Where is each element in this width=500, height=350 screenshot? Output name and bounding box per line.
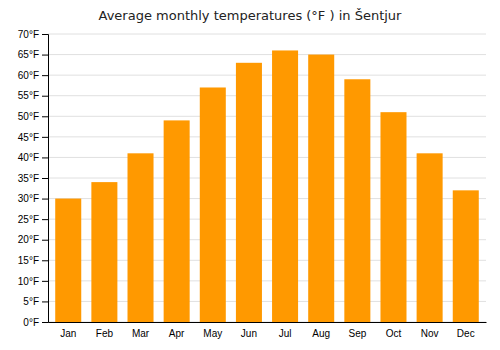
tick: 25°F bbox=[18, 214, 48, 225]
axis-line bbox=[42, 35, 49, 323]
tick: 10°F bbox=[18, 276, 48, 287]
tick-label: 25°F bbox=[18, 214, 39, 225]
tick-mark bbox=[42, 96, 48, 97]
bar bbox=[380, 112, 406, 322]
tick-mark bbox=[42, 219, 48, 220]
tick-label: 45°F bbox=[18, 132, 39, 143]
tick-mark bbox=[42, 137, 48, 138]
grid-line bbox=[48, 95, 486, 96]
bar bbox=[55, 199, 81, 322]
bar bbox=[272, 50, 298, 322]
tick: 65°F bbox=[18, 49, 48, 60]
bar bbox=[453, 190, 479, 322]
tick: 35°F bbox=[18, 173, 48, 184]
tick-label: 0°F bbox=[23, 317, 39, 328]
tick: 30°F bbox=[18, 193, 48, 204]
tick-mark bbox=[42, 34, 48, 35]
tick-label: Apr bbox=[169, 328, 185, 339]
tick: Jan bbox=[60, 328, 76, 339]
tick: 70°F bbox=[18, 29, 48, 40]
tick: 20°F bbox=[18, 234, 48, 245]
tick-label: 35°F bbox=[18, 173, 39, 184]
tick: May bbox=[203, 328, 222, 339]
tick: 5°F bbox=[23, 296, 48, 307]
tick-label: 60°F bbox=[18, 70, 39, 81]
tick-label: 40°F bbox=[18, 152, 39, 163]
tick: Nov bbox=[421, 328, 439, 339]
tick-mark bbox=[42, 75, 48, 76]
tick-label: Jan bbox=[60, 328, 76, 339]
tick-label: 30°F bbox=[18, 193, 39, 204]
tick: 15°F bbox=[18, 255, 48, 266]
x-axis: Jan Feb Mar Apr May Jun Jul Aug Sep Oct Nov Dec bbox=[49, 323, 487, 340]
tick: Jun bbox=[241, 328, 257, 339]
tick-mark bbox=[42, 281, 48, 282]
tick-label: 5°F bbox=[23, 296, 39, 307]
tick-mark bbox=[42, 199, 48, 200]
tick: Mar bbox=[132, 328, 150, 339]
tick: Dec bbox=[457, 328, 475, 339]
tick-mark bbox=[42, 116, 48, 117]
tick-label: 55°F bbox=[18, 90, 39, 101]
tick-label: Oct bbox=[386, 328, 402, 339]
tick: Aug bbox=[312, 328, 330, 339]
tick-mark bbox=[42, 55, 48, 56]
tick-mark bbox=[42, 157, 48, 158]
grid-line bbox=[48, 136, 486, 137]
grid bbox=[48, 34, 486, 322]
bar bbox=[308, 55, 334, 322]
tick: 45°F bbox=[18, 132, 48, 143]
tick-label: 70°F bbox=[18, 29, 39, 40]
bar bbox=[236, 63, 262, 322]
tick: Oct bbox=[386, 328, 402, 339]
tick: Sep bbox=[348, 328, 366, 339]
tick-label: 10°F bbox=[18, 276, 39, 287]
tick-mark bbox=[42, 322, 48, 323]
tick: 40°F bbox=[18, 152, 48, 163]
bars bbox=[55, 50, 479, 322]
title: Average monthly temperatures (°F ) in Še… bbox=[99, 8, 403, 23]
bar bbox=[417, 153, 443, 322]
grid-line bbox=[48, 34, 486, 35]
tick-label: May bbox=[203, 328, 222, 339]
bar bbox=[200, 87, 226, 322]
tick-label: 65°F bbox=[18, 49, 39, 60]
tick: Apr bbox=[169, 328, 185, 339]
tick-label: Mar bbox=[132, 328, 150, 339]
plot-area: 0°F 5°F 10°F 15°F 20°F 25°F 30°F 35°F 40°F 45°F 50… bbox=[18, 29, 487, 339]
grid-line bbox=[48, 116, 486, 117]
tick-label: Aug bbox=[312, 328, 330, 339]
tick: 60°F bbox=[18, 70, 48, 81]
bar bbox=[91, 182, 117, 322]
tick-label: Nov bbox=[421, 328, 439, 339]
tick-label: Jun bbox=[241, 328, 257, 339]
chart: 0°F 5°F 10°F 15°F 20°F 25°F 30°F 35°F 40°F 45°F 50… bbox=[0, 0, 500, 350]
grid-line bbox=[48, 54, 486, 55]
tick-label: 20°F bbox=[18, 234, 39, 245]
tick-label: 15°F bbox=[18, 255, 39, 266]
bar bbox=[164, 120, 190, 322]
tick-label: 50°F bbox=[18, 111, 39, 122]
tick-mark bbox=[42, 301, 48, 302]
tick-label: Dec bbox=[457, 328, 475, 339]
axis-line bbox=[49, 322, 487, 323]
grid-line bbox=[48, 75, 486, 76]
bar bbox=[344, 79, 370, 322]
bar bbox=[128, 153, 154, 322]
tick: 0°F bbox=[23, 317, 48, 328]
tick-mark bbox=[42, 260, 48, 261]
tick-label: Feb bbox=[96, 328, 114, 339]
y-axis: 0°F 5°F 10°F 15°F 20°F 25°F 30°F 35°F 40°F 45°F 50… bbox=[18, 29, 49, 328]
tick: Feb bbox=[96, 328, 114, 339]
tick: 55°F bbox=[18, 90, 48, 101]
tick-mark bbox=[42, 178, 48, 179]
tick-mark bbox=[42, 240, 48, 241]
tick: Jul bbox=[279, 328, 292, 339]
tick: 50°F bbox=[18, 111, 48, 122]
tick-label: Jul bbox=[279, 328, 292, 339]
tick-label: Sep bbox=[348, 328, 366, 339]
